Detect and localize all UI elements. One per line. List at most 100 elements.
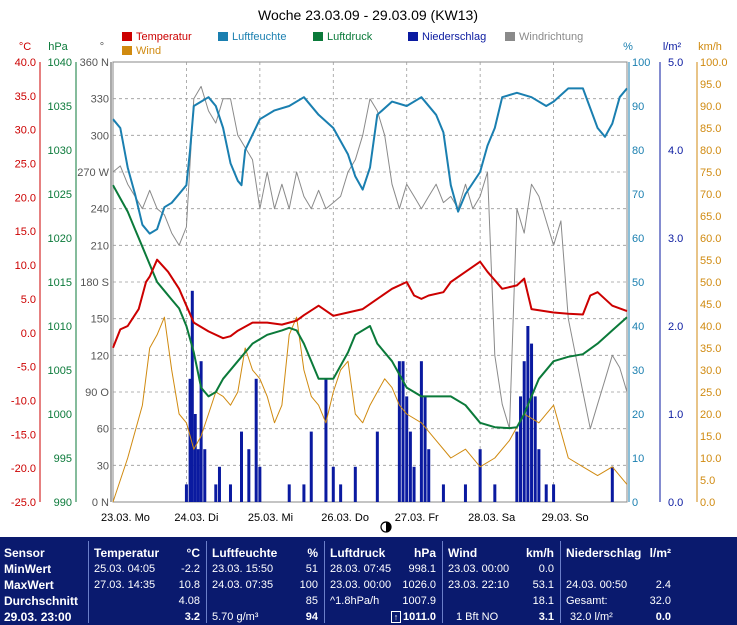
rain-bar	[375, 431, 379, 502]
rain-bar	[519, 396, 523, 502]
pres-unit: hPa	[413, 546, 436, 560]
legend-swatch	[122, 32, 132, 41]
maxwert-label: MaxWert	[4, 578, 54, 592]
trend-arrow-icon: ↑	[390, 611, 401, 623]
temp-avg-value: 4.08	[178, 595, 200, 607]
temp-min-value: -2.2	[181, 563, 200, 575]
wind-axis-tick: 40.0	[700, 321, 721, 333]
legend-label: Luftdruck	[327, 31, 373, 43]
wind-axis-tick: 45.0	[700, 299, 721, 311]
legend-swatch	[218, 32, 228, 41]
wind-unit: km/h	[525, 546, 554, 560]
wind-axis-tick: 75.0	[700, 167, 721, 179]
temp-header: Temperatur	[94, 546, 160, 560]
rain-total-label: Gesamt:	[566, 595, 608, 607]
rain-bars	[184, 290, 614, 502]
wind-axis-tick: 55.0	[700, 255, 721, 267]
x-tick-label: 25.03. Mi	[248, 512, 293, 524]
temp-axis-tick: -20.0	[11, 463, 36, 475]
x-tick-label: 28.03. Sa	[468, 512, 516, 524]
temp-axis-tick: 5.0	[21, 294, 36, 306]
wind-beaufort: 1 Bft NO	[456, 611, 499, 623]
rain-bar	[203, 449, 207, 502]
wind-axis-tick: 20.0	[700, 409, 721, 421]
series-temperatur	[112, 258, 628, 349]
rain-today: 32.0 l/m²	[570, 611, 613, 623]
rain-bar	[188, 378, 192, 502]
pressure-axis-tick: 1030	[48, 145, 72, 157]
rain-bar	[193, 414, 197, 502]
temperature-column: Temperatur °C 25.03. 04:05 -2.2 27.03. 14:…	[90, 537, 204, 625]
dial-icon[interactable]	[380, 521, 392, 533]
humidity-column: Luftfeuchte% 23.03. 15:50 51 24.03. 07:35…	[208, 537, 322, 625]
rain-bar	[405, 396, 409, 502]
rain-axis-tick: 1.0	[668, 409, 683, 421]
temp-axis-tick: -10.0	[11, 395, 36, 407]
temp-min-time: 25.03. 04:05	[94, 563, 156, 575]
legend-label: Wind	[136, 45, 161, 57]
chart-title: Woche 23.03.09 - 29.03.09 (KW13)	[258, 7, 478, 23]
rain-current-value: 0.0	[655, 611, 671, 623]
pressure-axis-tick: 1000	[48, 409, 72, 421]
rain-bar	[441, 484, 445, 502]
rain-bar	[240, 431, 243, 502]
temp-axis-tick: 20.0	[15, 192, 36, 204]
rain-bar	[196, 449, 200, 502]
direction-axis-tick: 30	[97, 460, 109, 472]
rain-bar	[401, 361, 405, 502]
minwert-label: MinWert	[4, 562, 52, 576]
rain-bar	[331, 466, 335, 502]
rain-axis-tick: 3.0	[668, 233, 683, 245]
pres-max-time: 23.03. 00:00	[330, 579, 392, 591]
pres-max-value: 1026.0	[402, 579, 436, 591]
rain-bar	[526, 326, 530, 502]
hum-abs-value: 5.70 g/m³	[212, 611, 259, 623]
temp-axis-tick: -15.0	[11, 429, 36, 441]
x-tick-label: 23.03. Mo	[101, 512, 150, 524]
axes: 40.0 35.0 30.0 25.0 20.0 15.0 10.0 5.0 0.0 -5.0 -1…	[11, 41, 728, 509]
wind-axis-tick: 5.0	[700, 475, 715, 487]
pressure-column: Luftdruck hPa 28.03. 07:45 998.1 23.03. 00…	[326, 537, 440, 625]
series-windrichtung	[112, 85, 628, 430]
direction-axis-tick: 120	[91, 350, 109, 362]
rain-bar	[199, 361, 203, 502]
pressure-axis-tick: 1010	[48, 321, 72, 333]
wind-axis-tick: 25.0	[700, 387, 721, 399]
wind-max-value: 53.1	[532, 579, 554, 591]
rain-bar	[184, 484, 188, 502]
rain-bar	[537, 449, 541, 502]
temp-axis-tick: 15.0	[15, 226, 36, 238]
rain-total-value: 32.0	[649, 595, 671, 607]
temp-axis-tick: 25.0	[15, 159, 36, 171]
wind-min-value: 0.0	[538, 563, 554, 575]
wind-avg-value: 18.1	[532, 595, 554, 607]
wind-header: Wind	[448, 546, 478, 560]
rain-bar	[214, 484, 218, 502]
legend: Temperatur Luftfeuchte Luftdruck Niederschl…	[122, 31, 583, 57]
wind-axis-tick: 35.0	[700, 343, 721, 355]
rain-bar	[217, 466, 221, 502]
wind-axis-tick: 85.0	[700, 123, 721, 135]
durchschnitt-label: Durchschnitt	[4, 594, 79, 608]
rain-bar	[530, 343, 534, 502]
temp-max-value: 10.8	[178, 579, 200, 591]
pressure-axis-tick: 1040	[48, 57, 72, 69]
temp-axis-tick: 10.0	[15, 260, 36, 272]
summary-panel: Sensor MinWert MaxWert Durchschnitt 29.0…	[0, 537, 737, 625]
temp-max-time: 27.03. 14:35	[94, 579, 156, 591]
rain-bar	[610, 466, 614, 502]
rain-bar	[493, 484, 497, 502]
legend-label: Windrichtung	[519, 31, 583, 43]
humidity-axis-tick: 10	[632, 453, 644, 465]
legend-swatch	[122, 46, 132, 55]
wind-column: Wind km/h 23.03. 00:00 0.0 23.03. 22:10 53.…	[444, 537, 558, 625]
x-tick-label: 26.03. Do	[321, 512, 369, 524]
now-timestamp: 29.03. 23:00	[4, 610, 72, 624]
pressure-unit: hPa	[48, 41, 68, 53]
pressure-axis-tick: 1005	[48, 365, 72, 377]
wind-axis-tick: 95.0	[700, 79, 721, 91]
direction-axis-tick: 300	[91, 130, 109, 142]
wind-axis-tick: 100.0	[700, 57, 728, 69]
rain-bar	[190, 290, 194, 502]
wind-axis-tick: 15.0	[700, 431, 721, 443]
